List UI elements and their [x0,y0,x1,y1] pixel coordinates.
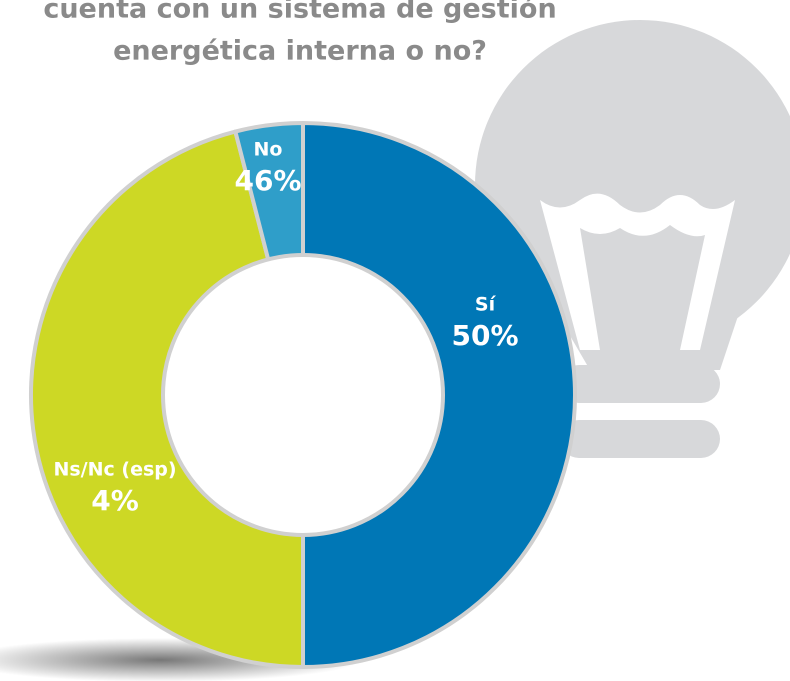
value-label: 4% [91,484,139,517]
chart-title: cuenta con un sistema de gestión [43,0,556,25]
chart: Sí 50% No 46% Ns/Nc (esp) 4% cuenta con un si… [0,0,790,681]
chart-title: energética interna o no? [113,36,487,67]
slice-label: No [254,139,283,161]
value-label: 46% [234,164,301,197]
slice-label: Ns/Nc (esp) [53,459,176,481]
value-label: 50% [451,319,518,352]
slice-label: Sí [475,294,497,316]
donut-hole [163,255,443,535]
